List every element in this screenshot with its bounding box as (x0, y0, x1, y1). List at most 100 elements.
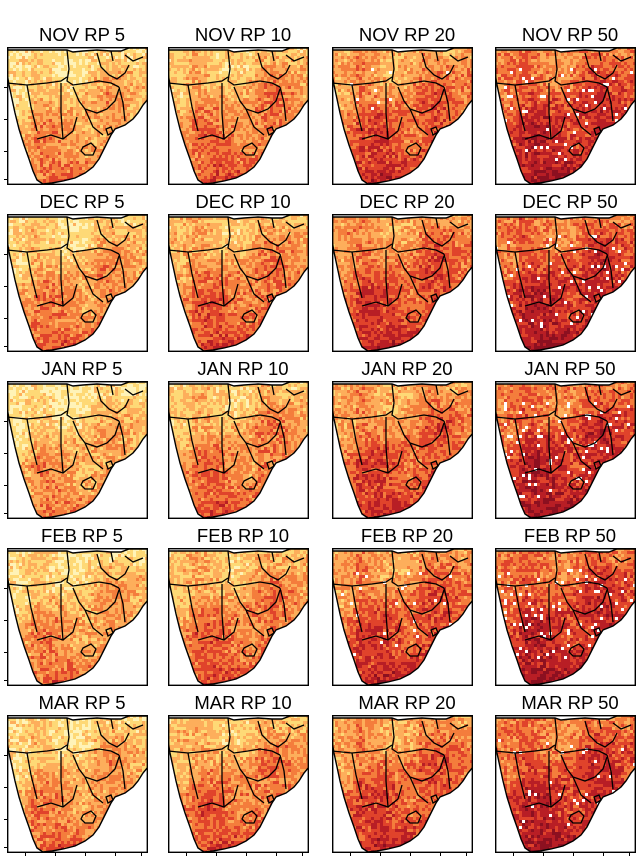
southern-africa-map (7, 381, 148, 519)
country-border (227, 216, 281, 255)
country-border (385, 584, 389, 641)
country-border (421, 219, 455, 247)
country-border (612, 221, 632, 229)
map-panel: DEC RP 10 (161, 191, 325, 359)
country-border (495, 243, 556, 253)
country-border (548, 250, 552, 307)
country-border (233, 253, 281, 281)
country-border (351, 585, 363, 633)
country-border (84, 442, 104, 470)
country-border (118, 253, 126, 289)
map-frame (332, 548, 473, 686)
country-border (391, 49, 445, 88)
country-border (332, 410, 393, 420)
lesotho-border (80, 476, 97, 490)
axis-tick (4, 680, 8, 681)
axis-tick (4, 254, 8, 255)
eswatini-border (593, 126, 602, 136)
lesotho-border (405, 810, 422, 824)
coastline (7, 548, 148, 686)
country-border (598, 718, 602, 730)
country-border (435, 718, 439, 730)
country-border (96, 219, 130, 247)
country-border (197, 784, 239, 808)
country-border (72, 587, 120, 615)
lesotho-border (568, 810, 585, 824)
axis-tick (216, 852, 217, 856)
eswatini-border (430, 460, 439, 470)
southern-africa-map (168, 381, 309, 519)
axis-tick (186, 852, 187, 856)
country-border (361, 784, 403, 808)
country-border (351, 752, 363, 800)
map-frame (7, 715, 148, 853)
lesotho-border (568, 142, 585, 156)
country-border (391, 550, 445, 589)
country-border (124, 221, 144, 229)
country-border (514, 418, 526, 466)
country-border (271, 50, 275, 62)
country-border (187, 585, 199, 633)
country-border (554, 717, 608, 756)
map-frame-border (332, 214, 473, 352)
country-border (124, 54, 144, 62)
country-border (26, 418, 38, 466)
country-border (36, 784, 78, 808)
axis-tick (4, 787, 8, 788)
coastline (168, 47, 309, 185)
panel-title: JAN RP 5 (0, 358, 164, 380)
map-frame (495, 548, 636, 686)
eswatini-border (266, 627, 275, 637)
country-border (391, 717, 445, 756)
southern-africa-map (7, 214, 148, 352)
country-border (197, 617, 239, 641)
country-border (36, 283, 78, 307)
field-raster (495, 549, 636, 685)
country-border (110, 384, 114, 396)
axis-tick (302, 852, 303, 856)
country-border (60, 83, 64, 140)
panel-title: DEC RP 50 (488, 191, 644, 213)
field-raster (168, 716, 309, 852)
map-frame (168, 715, 309, 853)
country-border (409, 609, 429, 637)
country-border (257, 553, 291, 581)
country-border (66, 550, 120, 589)
country-border (584, 219, 618, 247)
country-border (385, 417, 389, 474)
country-border (554, 550, 608, 589)
map-panel: FEB RP 5 (0, 525, 164, 693)
axis-tick (4, 819, 8, 820)
panel-title: JAN RP 20 (325, 358, 489, 380)
country-border (495, 744, 556, 754)
map-frame-border (495, 381, 636, 519)
country-border (84, 108, 104, 136)
country-border (257, 720, 291, 748)
lesotho-border (80, 142, 97, 156)
axis-tick (4, 620, 8, 621)
southern-africa-map (495, 47, 636, 185)
axis-tick (440, 852, 441, 856)
map-frame-border (7, 47, 148, 185)
country-border (26, 585, 38, 633)
map-frame-border (495, 548, 636, 686)
coastline (332, 715, 473, 853)
country-border (612, 54, 632, 62)
country-border (435, 50, 439, 62)
map-frame-border (332, 381, 473, 519)
southern-africa-map (332, 214, 473, 352)
axis-tick (85, 852, 86, 856)
country-border (285, 221, 305, 229)
eswatini-border (266, 794, 275, 804)
country-border (118, 420, 126, 456)
country-border (84, 609, 104, 637)
map-frame-border (7, 548, 148, 686)
country-border (26, 251, 38, 299)
field-raster (495, 215, 636, 351)
country-border (421, 553, 455, 581)
country-border (584, 386, 618, 414)
panel-title: FEB RP 5 (0, 525, 164, 547)
field-raster (495, 48, 636, 184)
map-frame (168, 381, 309, 519)
eswatini-border (593, 460, 602, 470)
